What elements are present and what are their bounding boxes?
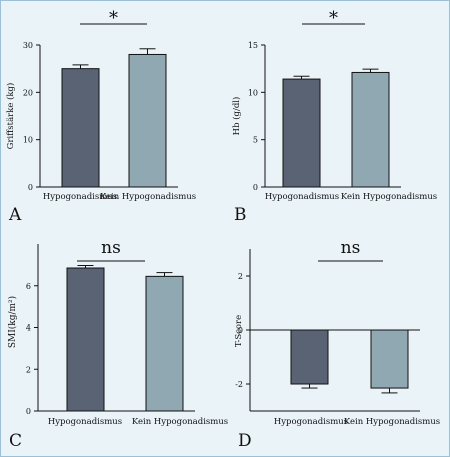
bar-kein-hypogonadismus: [370, 329, 409, 389]
y-tick-label: 10: [248, 88, 258, 97]
y-tick-label: 0: [26, 407, 31, 416]
bar-kein-hypogonadismus: [145, 275, 184, 412]
y-tick-label: 0: [238, 326, 243, 335]
y-tick-label: 30: [23, 41, 33, 50]
y-tick-label: 10: [23, 136, 33, 145]
y-tick-label: 0: [253, 183, 258, 192]
panel-c: 0 2 4 6 Hypogonadismus Kein Hypogonadismus SMI…: [7, 238, 228, 451]
panel-letter: D: [238, 431, 252, 451]
x-category-label: Kein Hypogonadismus: [100, 192, 196, 202]
y-axis-label: T-Score: [234, 315, 244, 347]
panel-b: 0 5 10 15 Hypogonadismus Kein Hypogonadismus H…: [231, 8, 437, 225]
x-category-label: Hypogonadismus: [48, 417, 122, 427]
x-category-label: Kein Hypogonadismus: [344, 417, 440, 427]
y-tick-label: 20: [23, 88, 33, 97]
panel-letter: C: [9, 431, 22, 451]
bar-hypogonadismus: [66, 267, 105, 412]
panel-letter: A: [8, 205, 22, 225]
y-axis-label: SMI(kg/m²): [7, 296, 18, 348]
significance-marker: *: [109, 8, 118, 29]
bar-kein-hypogonadismus: [351, 71, 390, 188]
significance-marker: ns: [101, 238, 121, 258]
y-tick-label: 2: [26, 365, 31, 374]
x-category-label: Kein Hypogonadismus: [132, 417, 228, 427]
y-tick-label: 4: [26, 324, 31, 333]
y-tick-label: 5: [253, 136, 258, 145]
significance-marker: ns: [341, 238, 361, 258]
y-tick-label: -2: [235, 380, 243, 389]
x-category-label: Hypogonadismus: [265, 192, 339, 202]
y-axis-label: Griffstärke (kg): [5, 83, 16, 150]
significance-marker: *: [329, 8, 338, 29]
y-tick-label: 0: [28, 183, 33, 192]
x-category-label: Kein Hypogonadismus: [341, 192, 437, 202]
y-tick-label: 6: [26, 282, 31, 291]
bar-kein-hypogonadismus: [128, 53, 167, 188]
bar-hypogonadismus: [282, 78, 321, 188]
x-category-label: Hypogonadismus: [274, 417, 348, 427]
y-tick-label: 15: [248, 41, 258, 50]
bar-hypogonadismus: [61, 68, 100, 188]
panel-letter: B: [234, 205, 247, 225]
y-tick-label: 2: [238, 272, 243, 281]
x-category-label: Hypogonadismus: [43, 192, 117, 202]
y-axis-label: Hb (g/dl): [231, 97, 242, 136]
bar-hypogonadismus: [290, 329, 329, 385]
